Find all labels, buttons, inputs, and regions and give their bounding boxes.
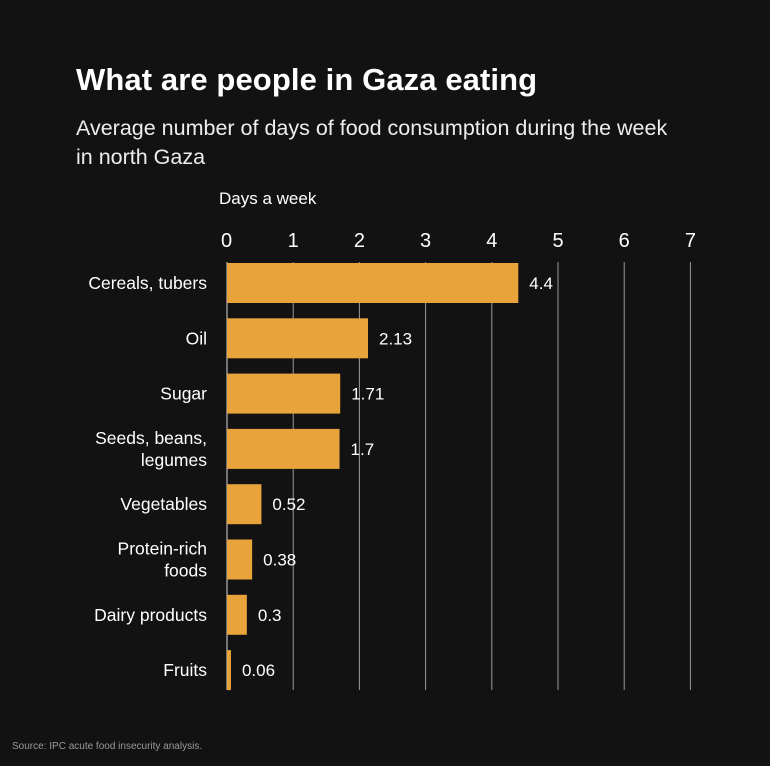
category-label: Oil — [186, 328, 207, 348]
gridlines — [226, 262, 691, 690]
bar — [227, 428, 340, 469]
bar — [227, 373, 341, 414]
x-tick-label: 1 — [288, 230, 299, 252]
x-tick-label: 0 — [221, 230, 232, 252]
value-label: 2.13 — [379, 329, 412, 348]
bar — [227, 263, 519, 303]
value-label: 0.52 — [272, 495, 305, 514]
bar — [227, 594, 247, 635]
category-label: Fruits — [163, 660, 207, 680]
value-label: 0.06 — [242, 661, 275, 680]
bar — [227, 484, 262, 525]
category-label: foods — [164, 561, 207, 581]
bar — [227, 539, 253, 580]
category-label: Vegetables — [120, 494, 207, 514]
x-tick-label: 7 — [685, 230, 696, 252]
x-tick-label: 6 — [619, 230, 630, 252]
x-tick-label: 5 — [552, 230, 563, 252]
category-label: Seeds, beans, — [95, 428, 207, 448]
bar — [227, 318, 369, 359]
value-label: 1.71 — [351, 385, 384, 404]
category-label: Dairy products — [94, 605, 207, 625]
x-axis-ticks: 0 1 2 3 4 5 6 7 — [221, 230, 696, 252]
category-label: Sugar — [160, 384, 207, 404]
x-tick-label: 2 — [354, 230, 365, 252]
value-label: 1.7 — [351, 440, 375, 459]
source-note: Source: IPC acute food insecurity analys… — [12, 741, 203, 752]
x-tick-label: 3 — [420, 230, 431, 252]
chart-subtitle: Average number of days of food consumpti… — [76, 116, 668, 169]
value-label: 4.4 — [529, 274, 553, 293]
bars — [227, 263, 519, 691]
value-label: 0.3 — [258, 606, 282, 625]
x-tick-label: 4 — [486, 230, 497, 252]
category-label: Cereals, tubers — [88, 273, 207, 293]
category-labels: Cereals, tubers Oil Sugar Seeds, beans,legu… — [88, 273, 207, 680]
category-label: legumes — [141, 450, 207, 470]
bar — [227, 650, 231, 691]
value-label: 0.38 — [263, 551, 296, 570]
x-axis-title: Days a week — [219, 189, 317, 208]
chart-title: What are people in Gaza eating — [76, 62, 538, 97]
value-labels: 4.4 2.13 1.71 1.7 0.52 0.38 0.3 0.06 — [242, 274, 553, 680]
category-label: Protein-rich — [118, 539, 207, 559]
